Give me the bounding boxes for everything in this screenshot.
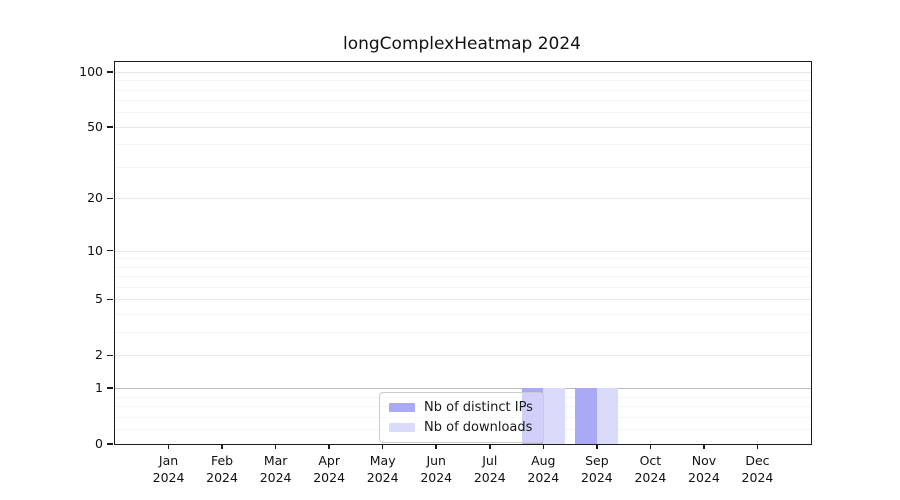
- major-gridline: [115, 388, 811, 390]
- minor-gridline: [115, 276, 811, 278]
- y-tick-label: 2: [95, 347, 103, 363]
- minor-gridline: [115, 314, 811, 316]
- minor-gridline: [115, 167, 811, 169]
- minor-gridline: [115, 429, 811, 431]
- y-tick-label: 50: [87, 118, 103, 134]
- minor-gridline: [115, 112, 811, 114]
- major-gridline: [115, 355, 811, 357]
- plot-area: 0 1 2 5 10 20 50 100 Jan 2024 Feb 2024 Mar 2024 Ap…: [79, 61, 812, 485]
- x-tick-mark: [703, 444, 705, 449]
- x-tick-mark: [328, 444, 330, 449]
- minor-gridline: [115, 80, 811, 82]
- x-tick-label: May 2024: [366, 453, 399, 485]
- y-tick-mark: [107, 443, 114, 445]
- minor-gridline: [115, 266, 811, 268]
- y-tick-mark: [107, 126, 114, 128]
- legend-label-downloads: Nb of downloads: [424, 420, 533, 435]
- major-gridline: [115, 126, 811, 128]
- legend-item-downloads: Nb of downloads: [389, 420, 533, 435]
- minor-gridline: [115, 332, 811, 334]
- major-gridline: [115, 299, 811, 301]
- minor-gridline: [115, 396, 811, 398]
- minor-gridline: [115, 100, 811, 102]
- x-tick-label: Apr 2024: [313, 453, 346, 485]
- x-tick-label: Jun 2024: [420, 453, 453, 485]
- x-tick-mark: [221, 444, 223, 449]
- chart-title: longComplexHeatmap 2024: [342, 34, 582, 54]
- legend-item-distinct-ips: Nb of distinct IPs: [389, 400, 533, 415]
- legend-swatch-distinct-ips-icon: [389, 402, 415, 413]
- x-tick-mark: [274, 444, 277, 449]
- y-tick-label: 10: [87, 242, 103, 258]
- y-tick-mark: [107, 354, 114, 357]
- x-tick-label: Oct 2024: [634, 453, 667, 485]
- x-tick-mark: [756, 444, 759, 449]
- y-tick-mark: [107, 298, 114, 301]
- x-tick-label: Aug 2024: [527, 453, 560, 485]
- y-tick-label: 5: [95, 291, 103, 307]
- bar-distinct-ips: [521, 388, 544, 444]
- minor-gridline: [115, 89, 811, 91]
- x-tick-label: Jan 2024: [152, 453, 185, 485]
- bar-downloads: [596, 388, 619, 444]
- legend-swatch-downloads-icon: [389, 422, 415, 433]
- y-tick-label: 0: [95, 436, 103, 451]
- y-tick-label: 20: [87, 190, 103, 206]
- y-tick-label: 1: [95, 380, 103, 396]
- x-tick-label: Dec 2024: [741, 453, 774, 485]
- x-tick-label: Mar 2024: [259, 453, 292, 485]
- legend-label-distinct-ips: Nb of distinct IPs: [424, 400, 533, 415]
- legend: Nb of distinct IPs Nb of downloads: [379, 392, 544, 443]
- minor-gridline: [115, 258, 811, 260]
- x-tick-label: Feb 2024: [206, 453, 238, 485]
- y-tick-label: 100: [79, 63, 103, 79]
- x-tick-mark: [596, 444, 598, 449]
- x-tick-label: Nov 2024: [688, 453, 720, 485]
- x-tick-mark: [649, 444, 652, 449]
- major-gridline: [115, 71, 811, 73]
- y-tick-mark: [107, 387, 114, 389]
- x-tick-mark: [381, 444, 384, 449]
- bar-distinct-ips: [575, 388, 597, 444]
- major-gridline: [115, 250, 811, 252]
- x-tick-mark: [435, 444, 438, 449]
- x-tick-mark: [167, 444, 170, 449]
- x-tick-mark: [542, 444, 545, 449]
- bar-downloads: [543, 388, 565, 444]
- x-tick-label: Jul 2024: [473, 453, 506, 485]
- y-tick-mark: [107, 70, 114, 73]
- y-tick-mark: [107, 197, 114, 200]
- minor-gridline: [115, 144, 811, 146]
- x-tick-label: Sep 2024: [580, 453, 613, 485]
- minor-gridline: [115, 287, 811, 289]
- x-tick-mark: [488, 444, 491, 449]
- minor-gridline: [115, 406, 811, 408]
- y-tick-mark: [107, 249, 114, 252]
- minor-gridline: [115, 416, 811, 418]
- major-gridline: [115, 198, 811, 200]
